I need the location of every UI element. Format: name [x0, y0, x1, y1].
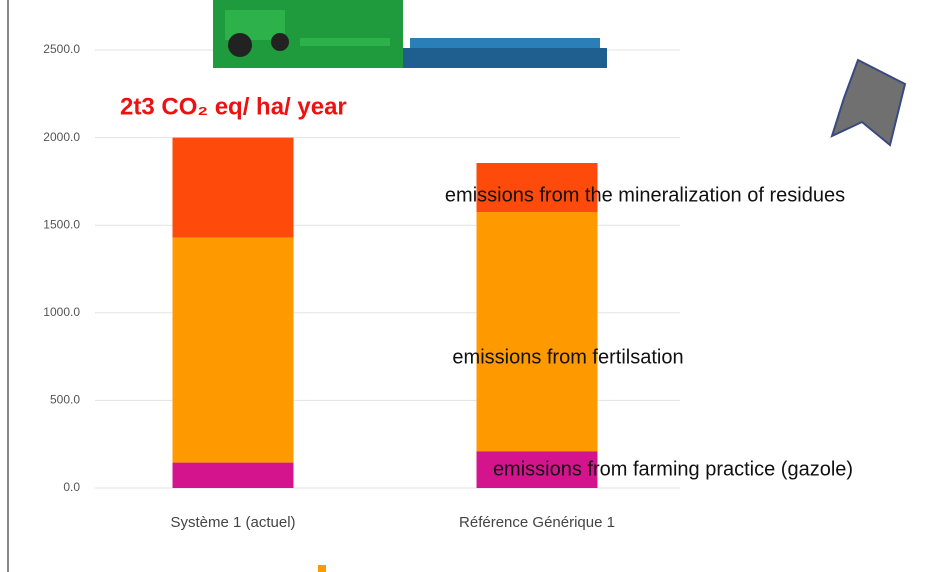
bar-segment: [173, 463, 294, 488]
series-label: emissions from fertilsation: [452, 346, 683, 368]
y-tick-label: 2500.0: [43, 42, 80, 56]
legend-swatch: [318, 565, 326, 572]
series-label: emissions from the mineralization of res…: [445, 184, 845, 206]
y-tick-label: 0.0: [63, 480, 80, 494]
chart: 0.0 500.0 1000.0 1500.0 2000.0 2500.0 2t3 CO₂…: [0, 0, 948, 572]
annotation-title: 2t3 CO₂ eq/ ha/ year: [120, 93, 347, 120]
y-tick-label: 1000.0: [43, 305, 80, 319]
arrow-icon: [832, 60, 905, 145]
y-tick-label: 1500.0: [43, 217, 80, 231]
banner-image: [213, 0, 607, 68]
y-tick-label: 500.0: [50, 393, 80, 407]
x-tick-label: Référence Générique 1: [459, 514, 615, 531]
bar-segment: [173, 237, 294, 462]
y-tick-label: 2000.0: [43, 130, 80, 144]
series-label: emissions from farming practice (gazole): [493, 458, 853, 480]
bar-segment: [477, 212, 598, 451]
bar-segment: [173, 138, 294, 238]
x-tick-label: Système 1 (actuel): [170, 514, 295, 531]
